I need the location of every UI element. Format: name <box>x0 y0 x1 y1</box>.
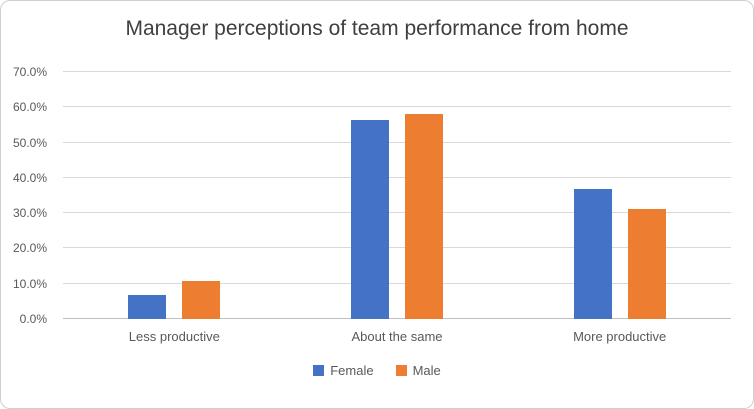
plot-area <box>63 71 731 319</box>
y-tick-label: 50.0% <box>12 135 47 150</box>
legend-item-male: Male <box>395 363 441 378</box>
bar-male <box>182 280 221 319</box>
bar-group <box>508 72 731 319</box>
y-tick-label: 40.0% <box>12 170 47 185</box>
bar-male <box>405 113 443 319</box>
legend-swatch-icon <box>395 365 407 376</box>
bar-group <box>63 72 286 319</box>
x-axis-labels: Less productive About the same More produc… <box>63 329 731 344</box>
gridline <box>63 282 731 284</box>
y-axis: 0.0% 10.0% 20.0% 30.0% 40.0% 50.0% 60.0% 70.0% <box>1 65 55 326</box>
legend: Female Male <box>1 363 753 378</box>
legend-label: Female <box>330 363 374 378</box>
gridline <box>63 141 731 143</box>
bar-female <box>351 120 389 319</box>
y-tick-label: 20.0% <box>12 241 47 256</box>
legend-swatch-icon <box>313 365 325 376</box>
y-tick-label: 70.0% <box>12 65 47 79</box>
bar-group <box>286 72 509 319</box>
x-axis-line <box>63 318 731 319</box>
x-tick-label: Less productive <box>128 329 220 344</box>
y-tick-label: 0.0% <box>19 312 47 326</box>
legend-label: Male <box>412 363 441 378</box>
y-tick-label: 60.0% <box>12 100 47 115</box>
x-tick-label: More productive <box>573 329 667 344</box>
gridline <box>63 212 731 214</box>
gridline <box>63 106 731 108</box>
legend-item-female: Female <box>313 363 374 378</box>
chart-title: Manager perceptions of team performance … <box>125 17 629 40</box>
gridline <box>63 176 731 178</box>
bar-groups <box>63 72 731 319</box>
gridline <box>63 247 731 249</box>
y-tick-label: 30.0% <box>12 206 47 221</box>
gridline <box>63 71 731 72</box>
y-tick-label: 10.0% <box>12 276 47 291</box>
bar-female <box>128 294 167 319</box>
bar-female <box>573 189 612 319</box>
x-tick-label: About the same <box>351 329 443 344</box>
bar-male <box>627 208 666 319</box>
